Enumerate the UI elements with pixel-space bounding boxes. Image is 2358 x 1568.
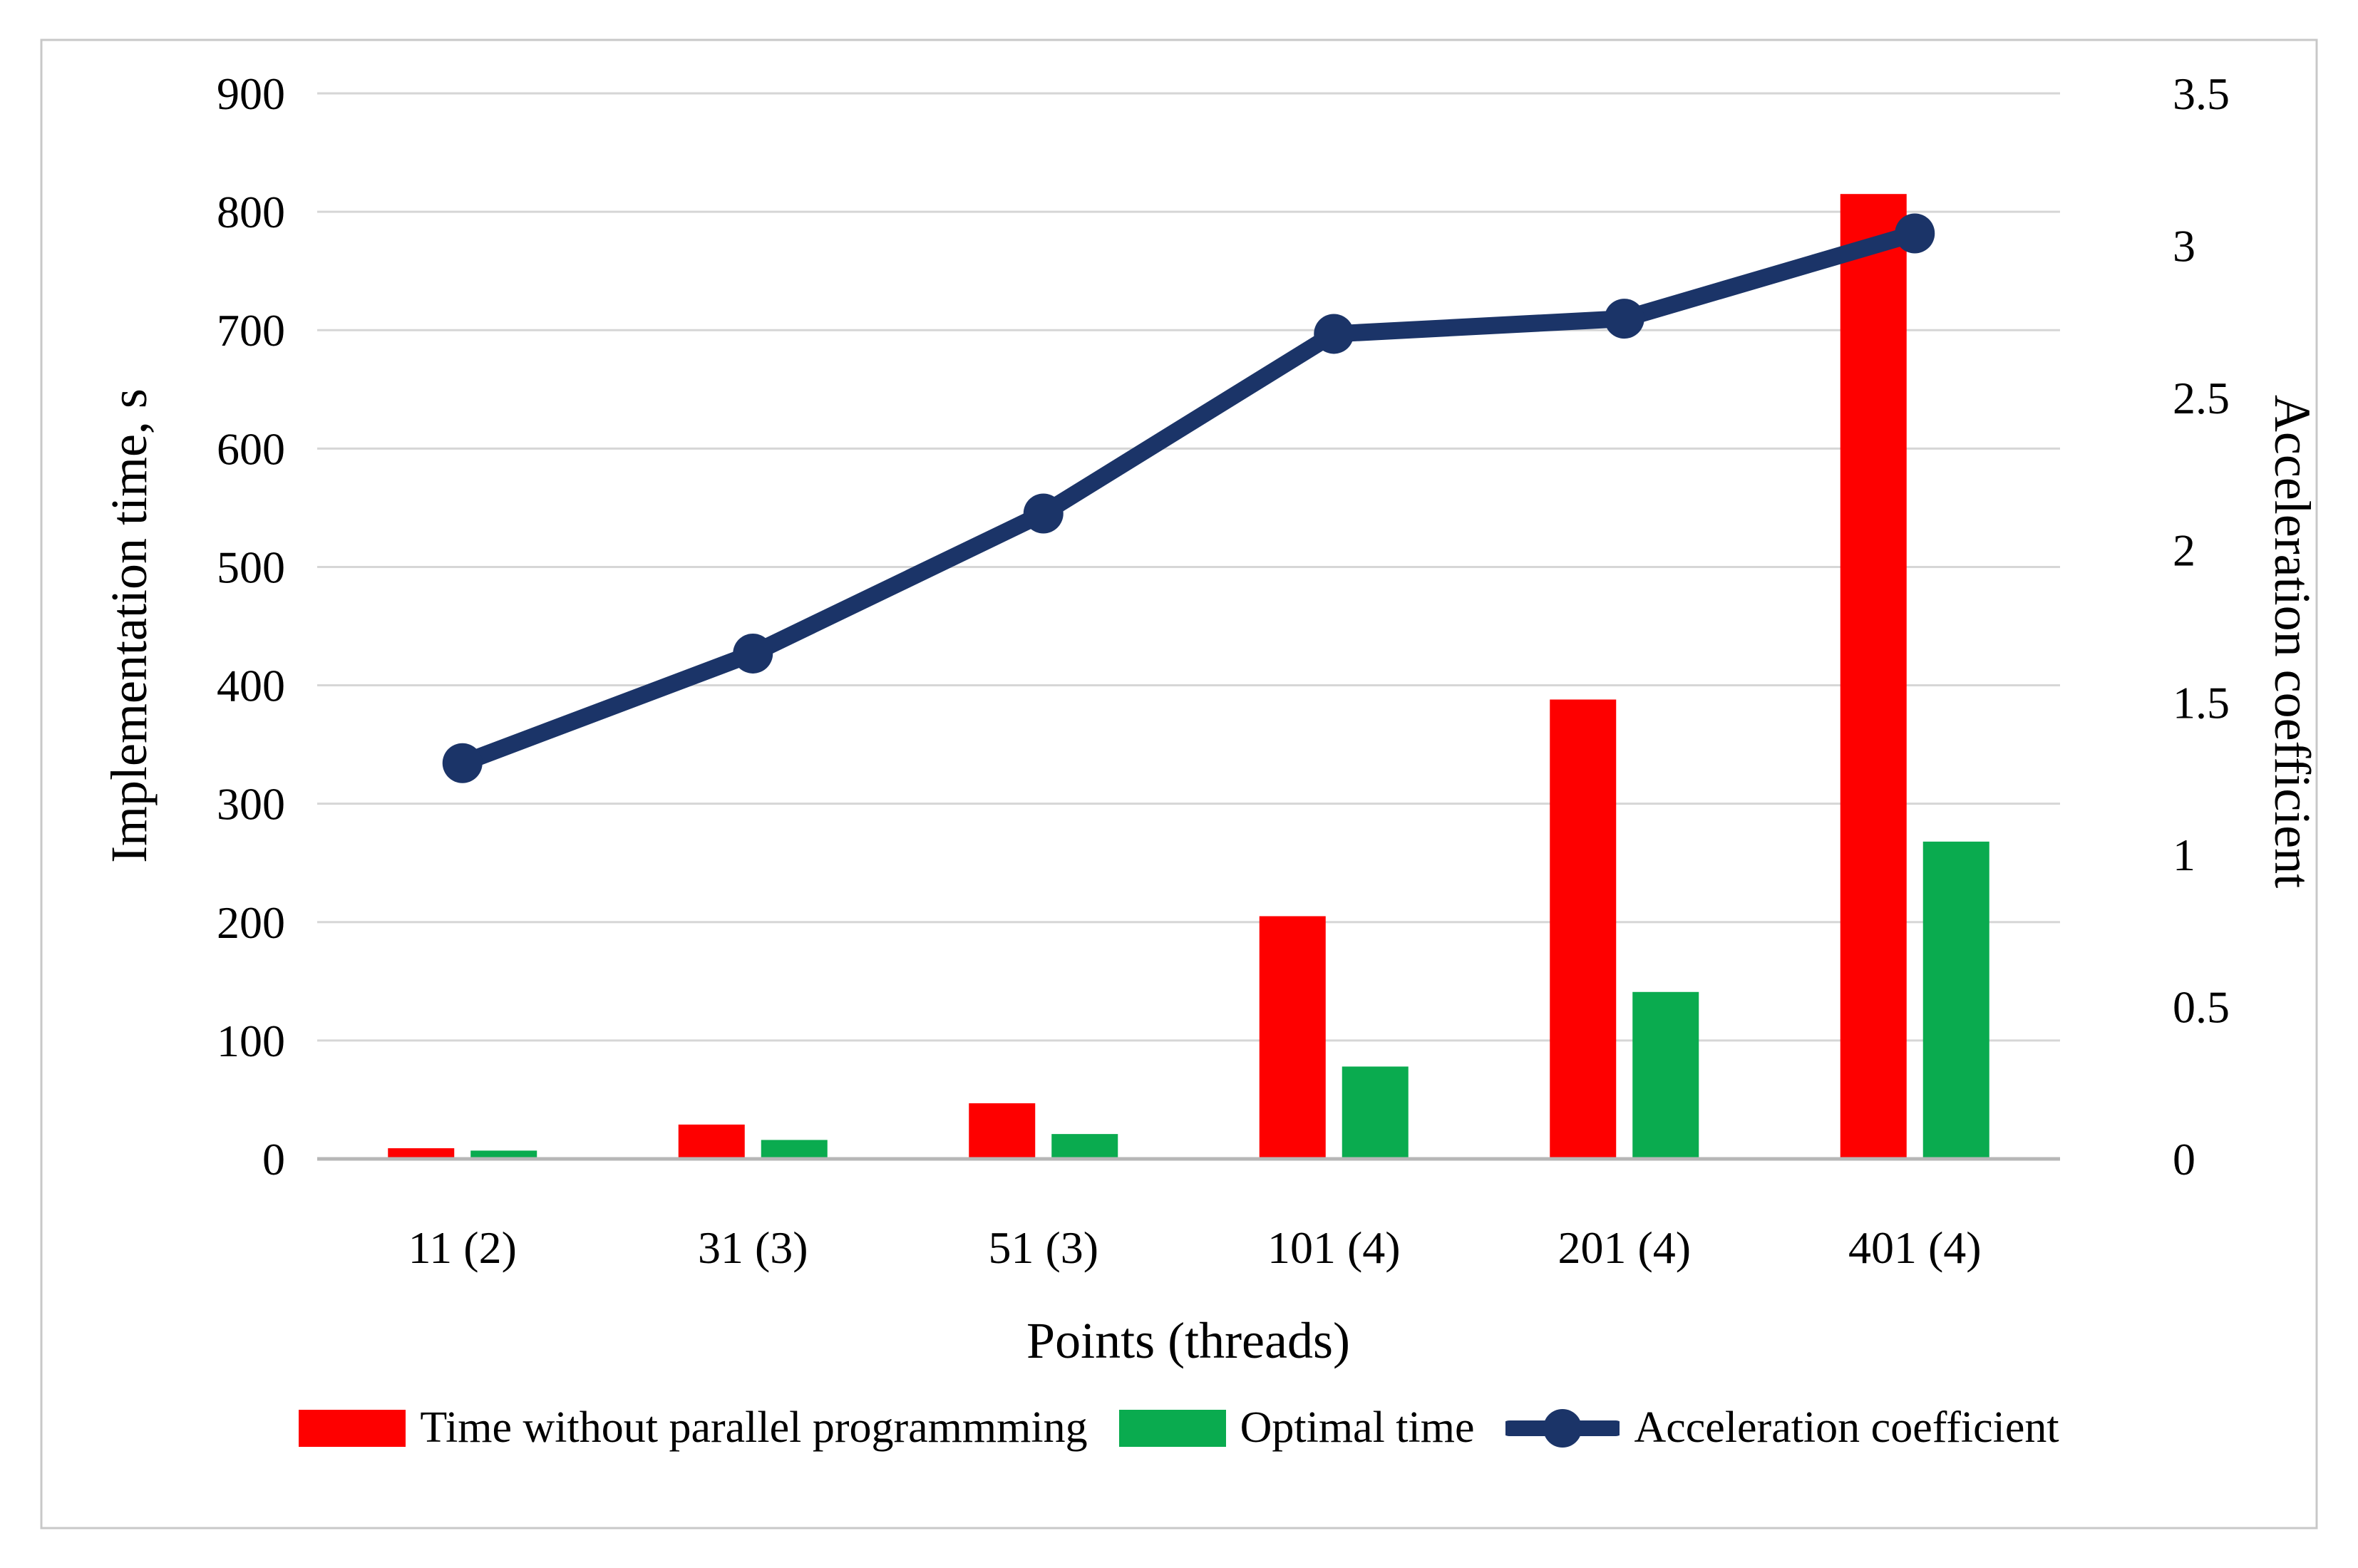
line-marker-dot — [733, 633, 773, 674]
legend-item-optimal-time: Optimal time — [1118, 1403, 1475, 1453]
acceleration-line — [453, 225, 1924, 772]
x-axis-category-label: 201 (4) — [1558, 1222, 1691, 1273]
right-axis-ticks: 3.5 3 2.5 2 1.5 1 0.5 0 — [2173, 68, 2230, 1185]
x-axis-labels: 11 (2) 31 (3) 51 (3) 101 (4) 201 (4) 401 (4) — [408, 1222, 1982, 1273]
legend: Time without parallel programmming Optim… — [0, 1403, 2358, 1453]
acceleration-line-series — [442, 213, 1935, 783]
bar-optimal-time — [761, 1140, 828, 1159]
left-axis-tick: 700 — [217, 305, 285, 356]
legend-item-time-without-parallel: Time without parallel programmming — [299, 1403, 1088, 1453]
bar-optimal-time — [470, 1150, 537, 1159]
bar-time-without-parallel — [969, 1103, 1036, 1159]
left-axis-tick: 900 — [217, 68, 285, 119]
x-axis-category-label: 11 (2) — [408, 1222, 517, 1273]
x-axis-category-label: 101 (4) — [1267, 1222, 1401, 1273]
figure-border — [40, 38, 2318, 1530]
bar-time-without-parallel — [1840, 194, 1907, 1159]
line-marker-dot — [1895, 213, 1935, 254]
bar-time-without-parallel — [1550, 699, 1617, 1159]
left-axis-ticks: 900 800 700 600 500 400 300 200 100 0 — [217, 68, 285, 1185]
legend-label-acceleration-coefficient: Acceleration coefficient — [1634, 1403, 2059, 1452]
gridlines — [317, 92, 2060, 1042]
legend-label-time-without-parallel: Time without parallel programmming — [420, 1403, 1088, 1452]
left-axis-tick: 800 — [217, 187, 285, 237]
right-axis-tick: 0 — [2173, 1134, 2195, 1185]
right-axis-tick: 0.5 — [2173, 981, 2230, 1032]
legend-swatch-green-bar — [1118, 1409, 1226, 1447]
left-axis-tick: 0 — [262, 1134, 285, 1185]
legend-swatch-red-bar — [299, 1409, 406, 1447]
bar-optimal-time — [1922, 841, 1989, 1159]
left-axis-tick: 200 — [217, 897, 285, 948]
left-axis-tick: 400 — [217, 661, 285, 711]
right-axis-tick: 1 — [2173, 830, 2195, 880]
legend-item-acceleration-coefficient: Acceleration coefficient — [1505, 1403, 2059, 1453]
left-axis-tick: 100 — [217, 1016, 285, 1066]
right-axis-tick: 3.5 — [2173, 68, 2230, 119]
right-axis-tick: 2.5 — [2173, 373, 2230, 423]
bar-series — [388, 194, 1989, 1159]
x-axis-title: Points (threads) — [1026, 1312, 1350, 1369]
legend-line-marker-icon — [1505, 1408, 1620, 1448]
bar-optimal-time — [1051, 1134, 1118, 1159]
left-axis-title: Implementation time, s — [101, 388, 158, 863]
left-axis-tick: 300 — [217, 779, 285, 830]
right-axis-title: Acceleration coefficient — [2264, 395, 2321, 888]
x-axis-category-label: 401 (4) — [1848, 1222, 1982, 1273]
bar-time-without-parallel — [678, 1124, 745, 1159]
legend-marker-dot — [1543, 1408, 1582, 1448]
line-marker-dot — [1604, 299, 1644, 339]
bar-optimal-time — [1632, 991, 1699, 1159]
line-marker-dot — [442, 743, 483, 783]
bar-time-without-parallel — [1259, 916, 1326, 1159]
left-axis-tick: 500 — [217, 542, 285, 592]
right-axis-tick: 3 — [2173, 221, 2195, 272]
bar-time-without-parallel — [388, 1148, 455, 1159]
bar-optimal-time — [1342, 1066, 1409, 1159]
x-axis-category-label: 31 (3) — [698, 1222, 808, 1273]
line-marker-dot — [1314, 314, 1354, 354]
right-axis-tick: 1.5 — [2173, 677, 2230, 728]
right-axis-tick: 2 — [2173, 525, 2195, 576]
line-marker-dot — [1023, 493, 1064, 534]
left-axis-tick: 600 — [217, 423, 285, 474]
legend-label-optimal-time: Optimal time — [1240, 1403, 1475, 1452]
x-axis-category-label: 51 (3) — [988, 1222, 1098, 1273]
